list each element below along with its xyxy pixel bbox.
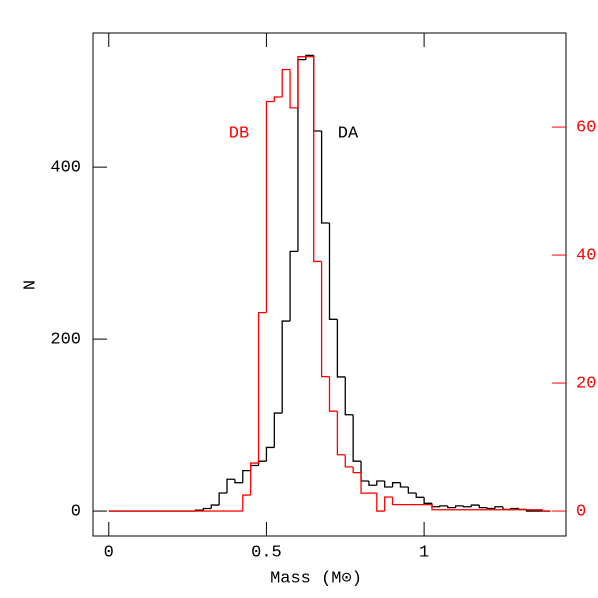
histogram-step: [281, 68, 291, 97]
y2-tick-label: 40: [576, 247, 596, 266]
histogram-step: [415, 493, 425, 498]
series-label: DB: [229, 124, 249, 143]
histogram-step: [257, 312, 267, 464]
plot-frame: [92, 32, 567, 537]
series-label: DA: [338, 124, 359, 143]
histogram-step: [462, 505, 472, 508]
histogram-step: [423, 497, 432, 504]
y-tick-label: 200: [50, 331, 81, 350]
histogram-step: [510, 507, 519, 510]
histogram-step: [399, 482, 409, 488]
histogram-step: [360, 472, 369, 494]
histogram-step: [250, 462, 259, 496]
y-axis-label: N: [21, 280, 40, 290]
histogram-step: [431, 503, 440, 508]
histogram-step: [297, 59, 306, 252]
histogram-step: [265, 446, 275, 462]
histogram-step: [250, 464, 259, 471]
histogram-step: [273, 96, 283, 102]
histogram-step: [478, 505, 488, 509]
histogram-step: [384, 496, 393, 512]
histogram-step: [234, 479, 243, 484]
histogram-step: [494, 506, 503, 509]
histogram-step: [242, 470, 251, 483]
histogram-step: [242, 494, 251, 512]
histogram-step: [210, 504, 220, 509]
histogram-step: [202, 507, 212, 511]
histogram-step: [376, 493, 385, 512]
x-tick-label: 0.5: [251, 543, 282, 562]
y2-tick-label: 60: [576, 119, 596, 138]
histogram-step: [320, 261, 330, 378]
histogram-step: [470, 504, 480, 507]
histogram-step: [384, 480, 393, 488]
histogram-step: [313, 56, 322, 263]
histogram-step: [391, 482, 401, 487]
histogram-step: [391, 496, 401, 506]
histogram-step: [289, 69, 298, 109]
histogram-step: [376, 480, 385, 486]
histogram-step: [313, 55, 322, 132]
histogram-step: [407, 486, 417, 494]
histogram-step: [297, 56, 306, 108]
histogram-step: [439, 505, 448, 507]
histogram-step: [281, 320, 291, 414]
histogram-step: [336, 319, 346, 378]
histogram-step: [344, 454, 354, 468]
y2-tick-label: 20: [576, 375, 596, 394]
histogram-step: [454, 505, 464, 508]
histogram-step: [352, 414, 362, 462]
histogram-step: [368, 480, 377, 486]
histogram-step: [328, 376, 338, 412]
histogram-step: [352, 466, 362, 474]
histogram-step: [273, 412, 283, 448]
histogram-step: [336, 411, 346, 456]
histogram-step: [226, 478, 235, 494]
histogram-step: [431, 504, 440, 511]
y-tick-label: 0: [71, 503, 81, 522]
histogram-step: [502, 506, 511, 510]
histogram-step: [328, 223, 338, 320]
x-axis-label: Mass (M⊙): [270, 569, 362, 588]
histogram-step: [257, 460, 267, 466]
histogram-step: [541, 509, 551, 512]
x-tick-label: 0: [104, 543, 114, 562]
histogram-step: [447, 505, 456, 509]
histogram-step: [320, 131, 330, 224]
histogram-step: [289, 250, 298, 322]
histogram-step: [486, 507, 496, 510]
histogram-step: [344, 376, 354, 416]
histogram-step: [218, 492, 228, 506]
histogram-step: [360, 461, 369, 482]
y-tick-label: 400: [50, 159, 81, 178]
x-tick-label: 1: [419, 543, 429, 562]
histogram-step: [305, 54, 314, 60]
y2-tick-label: 0: [576, 503, 586, 522]
histogram-step: [265, 100, 275, 313]
